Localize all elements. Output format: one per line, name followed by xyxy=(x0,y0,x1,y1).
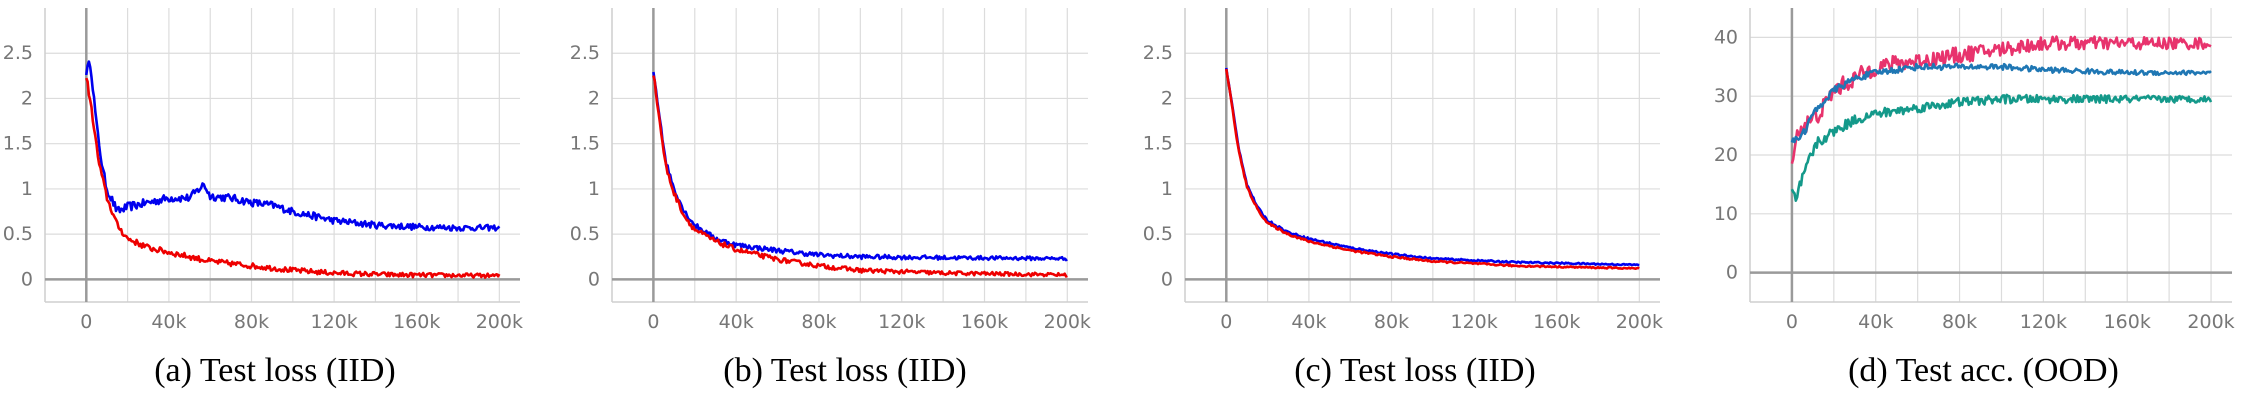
y-tick-label: 0.5 xyxy=(1143,223,1173,245)
x-tick-label: 0 xyxy=(1786,311,1798,333)
y-tick-label: 0.5 xyxy=(570,223,600,245)
panel-c: 0 0.5 1 1.5 2 2.5 0 40k 80k 120k 160k 200k (c) Test… xyxy=(1140,0,1690,402)
y-tick-label: 2.5 xyxy=(570,42,600,64)
series-line-2 xyxy=(1790,62,2212,144)
panel-b: 0 0.5 1 1.5 2 2.5 0 40k 80k 120k 160k 200k (b) Test… xyxy=(570,0,1120,402)
x-tick-label: 160k xyxy=(393,311,440,333)
y-tick-label: 1.5 xyxy=(570,133,600,155)
x-tick-label: 40k xyxy=(719,311,754,333)
x-tick-label: 200k xyxy=(476,311,523,333)
chart-b: 0 0.5 1 1.5 2 2.5 0 40k 80k 120k 160k 200k xyxy=(570,8,1091,333)
y-tick-label: 0 xyxy=(21,268,33,290)
x-tick-label: 80k xyxy=(1942,311,1977,333)
x-tick-label: 160k xyxy=(2104,311,2151,333)
chart-c: 0 0.5 1 1.5 2 2.5 0 40k 80k 120k 160k 200k xyxy=(1143,8,1663,333)
x-tick-label: 40k xyxy=(1858,311,1893,333)
y-tick-label: 2.5 xyxy=(1143,42,1173,64)
y-tick-label: 10 xyxy=(1714,203,1738,225)
y-tick-label: 2 xyxy=(588,87,600,109)
y-tick-label: 1.5 xyxy=(1143,133,1173,155)
y-tick-label: 0 xyxy=(1726,262,1738,284)
x-tick-label: 120k xyxy=(1450,311,1497,333)
series-line-2 xyxy=(85,77,501,279)
x-tick-label: 0 xyxy=(1220,311,1232,333)
x-tick-label: 120k xyxy=(310,311,357,333)
y-tick-label: 30 xyxy=(1714,85,1738,107)
x-tick-label: 120k xyxy=(878,311,925,333)
x-tick-label: 0 xyxy=(80,311,92,333)
series-line-2 xyxy=(652,75,1068,278)
panel-a: 0 0.5 1 1.5 2 2.5 0 40k 80k 120k 160k 200k (a) Test… xyxy=(0,0,550,402)
x-tick-label: 160k xyxy=(1533,311,1580,333)
y-tick-label: 0.5 xyxy=(3,223,33,245)
y-tick-label: 2 xyxy=(21,87,33,109)
x-tick-label: 80k xyxy=(1374,311,1409,333)
chart-d: 0 10 20 30 40 0 40k 80k 120k 160k 200k xyxy=(1714,8,2235,333)
y-tick-label: 2 xyxy=(1161,87,1173,109)
series-line-1 xyxy=(1790,35,2212,164)
series-line-3 xyxy=(1790,93,2213,202)
y-tick-label: 0 xyxy=(588,268,600,290)
y-tick-label: 1 xyxy=(1161,178,1173,200)
x-tick-label: 200k xyxy=(2187,311,2234,333)
x-tick-label: 80k xyxy=(801,311,836,333)
caption-a: (a) Test loss (IID) xyxy=(154,352,396,389)
panel-d: 0 10 20 30 40 0 40k 80k 120k 160k 200k (d) Test ac… xyxy=(1710,0,2257,402)
series-line-1 xyxy=(652,71,1068,262)
x-tick-label: 160k xyxy=(961,311,1008,333)
y-tick-label: 2.5 xyxy=(3,42,33,64)
x-tick-label: 40k xyxy=(1291,311,1326,333)
x-tick-label: 120k xyxy=(2020,311,2067,333)
y-tick-label: 40 xyxy=(1714,26,1738,48)
y-tick-label: 1 xyxy=(21,178,33,200)
chart-a: 0 0.5 1 1.5 2 2.5 0 40k 80k 120k 160k 200k xyxy=(3,8,523,333)
x-tick-label: 200k xyxy=(1044,311,1091,333)
y-tick-label: 20 xyxy=(1714,144,1738,166)
x-tick-label: 80k xyxy=(234,311,269,333)
caption-d: (d) Test acc. (OOD) xyxy=(1848,352,2119,389)
y-tick-label: 1.5 xyxy=(3,133,33,155)
y-tick-label: 1 xyxy=(588,178,600,200)
x-tick-label: 0 xyxy=(647,311,659,333)
caption-b: (b) Test loss (IID) xyxy=(723,352,967,389)
series-line-1 xyxy=(1225,67,1640,267)
series-line-2 xyxy=(1225,68,1640,270)
caption-c: (c) Test loss (IID) xyxy=(1294,352,1536,389)
y-tick-label: 0 xyxy=(1161,268,1173,290)
x-tick-label: 200k xyxy=(1616,311,1663,333)
x-tick-label: 40k xyxy=(151,311,186,333)
series-line-1 xyxy=(85,60,501,232)
